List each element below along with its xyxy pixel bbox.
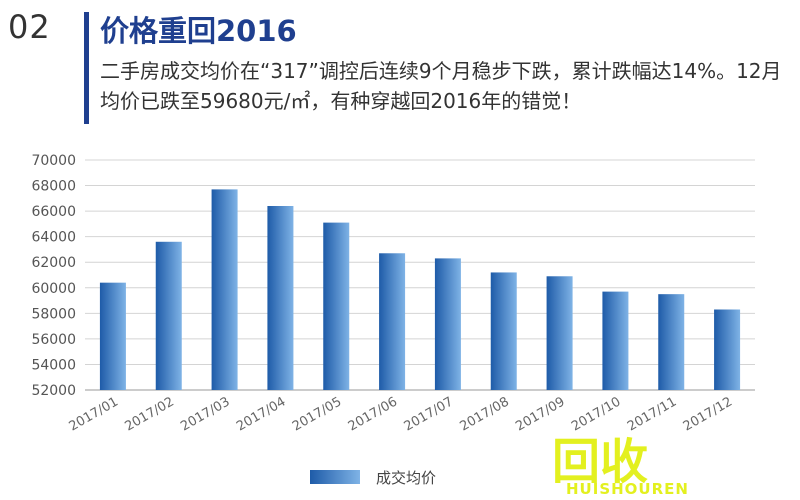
bar: [714, 309, 741, 390]
x-tick-label: 2017/11: [625, 394, 679, 434]
y-tick-label: 52000: [31, 383, 76, 399]
x-tick-label: 2017/04: [234, 394, 288, 434]
description-text: 二手房成交均价在“317”调控后连续9个月稳步下跌，累计跌幅达14%。12月均价…: [100, 59, 782, 113]
title-accent-bar: [84, 12, 89, 124]
bar: [99, 282, 126, 390]
x-tick-label: 2017/09: [513, 394, 567, 434]
bar: [546, 276, 573, 390]
y-tick-label: 66000: [31, 204, 76, 220]
y-tick-label: 56000: [31, 332, 76, 348]
bar: [490, 272, 517, 390]
y-tick-label: 54000: [31, 357, 76, 373]
legend-swatch: [310, 470, 360, 484]
y-axis-ticks: 52000 54000 56000 58000 60000 62000 64000 66000…: [31, 153, 76, 399]
header: 02 价格重回2016 二手房成交均价在“317”调控后连续9个月稳步下跌，累计…: [0, 0, 800, 140]
bar: [658, 294, 685, 390]
y-tick-label: 64000: [31, 230, 76, 246]
x-tick-label: 2017/10: [569, 394, 623, 434]
bar-chart: 52000 54000 56000 58000 60000 62000 64000 66000…: [31, 153, 755, 434]
x-tick-label: 2017/06: [346, 394, 400, 434]
bars: [99, 189, 741, 390]
bar: [211, 189, 238, 390]
bar: [155, 241, 182, 390]
y-tick-label: 62000: [31, 255, 76, 271]
y-tick-label: 58000: [31, 306, 76, 322]
y-tick-label: 70000: [31, 153, 76, 169]
y-tick-label: 68000: [31, 179, 76, 195]
legend: 成交均价: [310, 466, 436, 488]
x-axis-ticks: 2017/01 2017/02 2017/03 2017/04 2017/05 2017/…: [67, 394, 735, 434]
grid-lines: [85, 159, 755, 391]
x-tick-label: 2017/03: [178, 394, 232, 434]
x-tick-label: 2017/07: [402, 394, 456, 434]
page-title: 价格重回2016: [100, 14, 297, 48]
section-number: 02: [8, 8, 51, 46]
bar: [434, 258, 461, 390]
x-tick-label: 2017/05: [290, 394, 344, 434]
bar: [267, 206, 294, 390]
bar: [379, 253, 406, 390]
bar: [323, 222, 350, 390]
x-tick-label: 2017/08: [457, 394, 511, 434]
watermark-subtext: HUISHOUREN: [566, 480, 689, 498]
bar: [602, 291, 629, 390]
legend-label: 成交均价: [376, 468, 437, 487]
x-tick-label: 2017/12: [681, 394, 735, 434]
x-tick-label: 2017/02: [122, 394, 176, 434]
x-tick-label: 2017/01: [67, 394, 121, 434]
y-tick-label: 60000: [31, 281, 76, 297]
